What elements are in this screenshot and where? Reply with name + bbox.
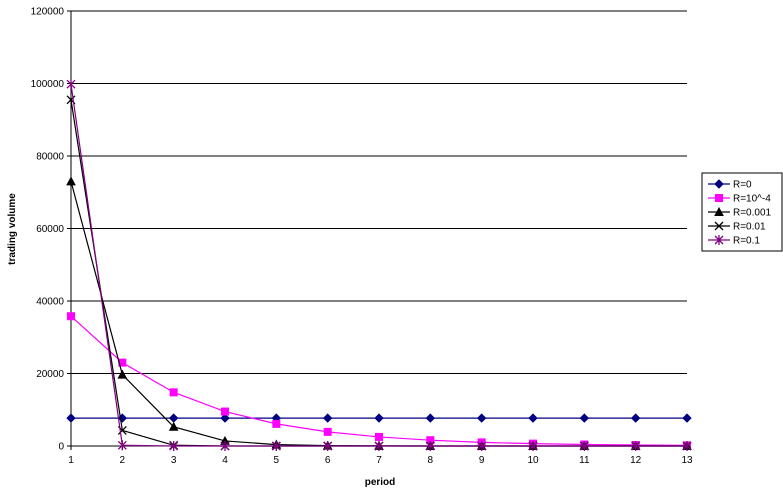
x-tick-label: 3: [171, 455, 177, 466]
data-point: [374, 413, 384, 423]
series-4: [66, 79, 692, 451]
legend-item: R=0.001: [708, 206, 772, 219]
data-point: [579, 413, 590, 423]
data-point: [221, 407, 229, 416]
x-tick-label: 8: [428, 455, 434, 466]
gridlines: [71, 10, 687, 374]
legend-item: R=0.1: [708, 235, 760, 247]
data-point: [374, 441, 384, 451]
data-point: [682, 413, 692, 423]
legend-label: R=0: [733, 180, 752, 191]
data-point: [220, 413, 230, 423]
series-2: [66, 176, 692, 450]
legend-item: R=0: [708, 179, 752, 191]
data-point: [272, 419, 281, 428]
data-point: [66, 176, 76, 186]
x-tick-label: 4: [222, 455, 228, 466]
y-axis-title: trading volume: [7, 193, 18, 265]
y-tick-label: 80000: [36, 152, 64, 163]
data-point: [117, 369, 128, 379]
y-tick-label: 60000: [36, 224, 64, 235]
legend-item: R=0.01: [708, 222, 766, 233]
data-point: [271, 441, 281, 451]
data-point: [168, 421, 179, 431]
legend-marker: [714, 179, 724, 189]
data-point: [322, 413, 333, 423]
legend-label: R=0.1: [733, 236, 760, 247]
data-point: [476, 413, 487, 423]
data-point: [168, 413, 179, 423]
series-0: [66, 413, 692, 423]
y-tick-label: 20000: [36, 369, 64, 380]
x-tick-label: 2: [120, 455, 126, 466]
x-tick-label: 10: [527, 455, 539, 466]
data-point: [579, 441, 589, 451]
legend: R=0 R=10^-4 R=0.001 R=0.01 R=0.1: [701, 172, 783, 252]
data-point: [425, 441, 435, 451]
x-tick-labels: 1 2 3 4 5 6 7 8 9 10 11 12 13: [68, 455, 693, 466]
x-tick-label: 11: [579, 455, 590, 466]
x-tick-label: 1: [68, 455, 74, 466]
legend-label: R=0.01: [733, 222, 766, 233]
x-tick-label: 9: [479, 455, 485, 466]
data-point: [220, 441, 230, 451]
x-tick-label: 7: [376, 455, 382, 466]
series-line: [70, 99, 687, 447]
data-point: [169, 441, 179, 451]
legend-label: R=0.001: [733, 208, 772, 219]
legend-label: R=10^-4: [733, 194, 771, 205]
legend-marker: [714, 206, 724, 216]
data-point: [66, 79, 76, 90]
data-point: [323, 427, 332, 436]
data-point: [66, 413, 76, 423]
legend-marker: [715, 194, 723, 202]
series-line: [70, 315, 688, 446]
y-tick-label: 100000: [31, 79, 65, 90]
legend-marker: [714, 221, 724, 231]
y-tick-label: 120000: [31, 7, 65, 18]
data-point: [323, 441, 333, 451]
data-point: [630, 413, 641, 423]
legend-marker: [714, 235, 724, 245]
series-group: [66, 79, 692, 451]
data-point: [528, 441, 538, 451]
data-point: [117, 440, 127, 451]
x-tick-label: 12: [630, 455, 642, 466]
series-line: [70, 84, 687, 447]
data-point: [67, 312, 75, 321]
x-tick-label: 13: [681, 455, 693, 466]
data-point: [682, 441, 692, 451]
x-tick-label: 5: [274, 455, 280, 466]
x-tick-label: 6: [325, 455, 331, 466]
series-1: [67, 312, 691, 450]
legend-item: R=10^-4: [708, 194, 771, 205]
y-tick-label: 0: [58, 442, 64, 453]
series-3: [66, 95, 692, 451]
data-point: [477, 441, 487, 451]
data-point: [375, 432, 383, 441]
data-point: [425, 413, 436, 423]
data-point: [631, 441, 641, 451]
data-point: [528, 413, 538, 423]
y-tick-labels: 0 20000 40000 60000 80000 100000 120000: [31, 7, 65, 453]
series-line: [70, 181, 687, 447]
y-tick-label: 40000: [36, 297, 64, 308]
x-axis-title: period: [365, 477, 396, 488]
data-point: [169, 388, 178, 397]
